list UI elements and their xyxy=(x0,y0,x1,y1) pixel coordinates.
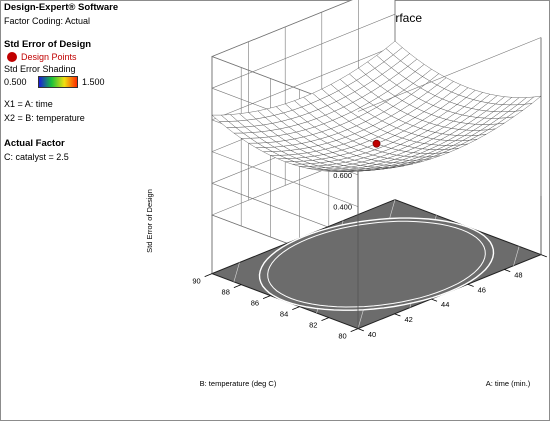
x-tick-label: 42 xyxy=(404,315,412,324)
y-tick-label: 86 xyxy=(251,299,259,308)
shading-min-label: 0.500 xyxy=(4,77,27,87)
x-axis-label: A: time (min.) xyxy=(486,379,531,388)
y-tick xyxy=(204,273,213,277)
z-gridline xyxy=(211,13,396,89)
z-gridline xyxy=(211,0,353,57)
actual-factor-value: C: catalyst = 2.5 xyxy=(4,152,69,162)
z-tick-label: 0.400 xyxy=(333,203,352,212)
surface-cell xyxy=(211,114,229,122)
floor-contour-outer xyxy=(258,217,495,311)
x-tick xyxy=(431,298,438,302)
y-tick-label: 80 xyxy=(338,332,346,341)
y-tick-label: 84 xyxy=(280,310,288,319)
factor-coding-label: Factor Coding: Actual xyxy=(4,16,91,26)
shading-max-label: 1.500 xyxy=(82,77,105,87)
x-tick-label: 46 xyxy=(478,285,486,294)
floor-hatch xyxy=(513,246,520,266)
x-tick xyxy=(504,269,511,273)
y-tick xyxy=(262,295,271,299)
y-tick xyxy=(321,317,329,321)
design-points-label: Design Points xyxy=(21,52,77,62)
y-axis-label: B: temperature (deg C) xyxy=(200,379,277,388)
x1-factor-label: X1 = A: time xyxy=(4,99,53,109)
design-point xyxy=(372,139,381,148)
response-name-label: Std Error of Design xyxy=(4,39,92,50)
shading-title: Std Error Shading xyxy=(4,64,76,74)
y-tick xyxy=(350,328,359,332)
x-tick-label: 48 xyxy=(514,271,522,280)
y-tick-label: 82 xyxy=(309,321,317,330)
y-tick-label: 90 xyxy=(192,277,200,286)
x-tick xyxy=(357,328,364,332)
x-tick-label: 40 xyxy=(368,330,376,339)
x-tick xyxy=(394,313,401,317)
y-tick xyxy=(292,306,300,310)
frame-edge xyxy=(357,37,542,112)
floor-hatch xyxy=(233,262,240,282)
shading-color-bar xyxy=(38,76,78,88)
design-point-marker-icon xyxy=(7,52,17,62)
x-tick-label: 44 xyxy=(441,300,449,309)
z-axis-label: Std Error of Design xyxy=(145,189,154,253)
floor-contour-inner xyxy=(267,220,486,308)
z-tick-label: 0.600 xyxy=(333,171,352,180)
actual-factor-title: Actual Factor xyxy=(4,138,65,149)
x-tick xyxy=(540,254,547,258)
x2-factor-label: X2 = B: temperature xyxy=(4,113,85,123)
software-title: Design-Expert® Software xyxy=(4,2,119,13)
x-tick xyxy=(467,283,474,287)
z-gridline xyxy=(211,45,396,121)
y-tick-label: 88 xyxy=(222,288,230,297)
y-tick xyxy=(233,284,242,288)
